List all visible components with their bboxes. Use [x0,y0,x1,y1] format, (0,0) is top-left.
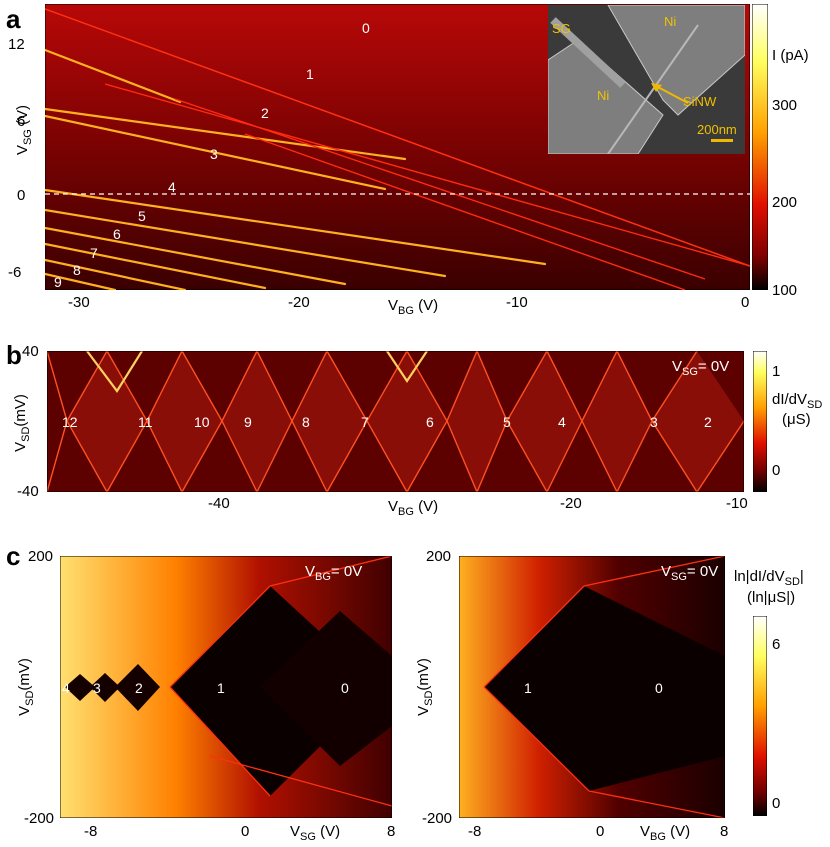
panel-a-xtick: -20 [288,294,310,311]
panel-c-left-ylabel: VSD(mV) [16,658,36,716]
panel-a-label: a [6,4,21,34]
panel-c-right-xtick: 0 [596,823,605,840]
panel-b-colorbar-tick: 1 [772,363,781,380]
panel-b-diamond-4: 4 [558,414,566,430]
panel-a-xtick: -30 [68,294,90,311]
panel-b-ytick: 40 [22,343,39,360]
panel-b-colorbar [753,351,767,492]
panel-a-state-7: 7 [90,245,98,261]
panel-c-left-diamond-3: 3 [93,680,101,696]
panel-c-left-xtick: 0 [241,823,250,840]
panel-c-left-xtick: -8 [84,823,98,840]
panel-a-xlabel: VBG (V) [388,297,439,317]
panel-c-colorbar [753,616,767,816]
panel-a-ytick: 0 [17,187,26,204]
panel-b-ytick: -40 [17,483,39,500]
inset-ni-top-label: Ni [664,14,677,29]
panel-b-xlabel: VBG (V) [388,498,439,518]
panel-a-state-2: 2 [261,105,269,121]
panel-b-diamond-3: 3 [650,414,658,430]
panel-c-left-ytick: 200 [28,548,54,565]
panel-a-xtick: 0 [741,294,750,311]
panel-c-right-diamond-1: 1 [524,680,532,696]
panel-c-left-plot [60,556,392,818]
panel-b-xtick: -20 [560,495,582,512]
panel-c-right-ytick: 200 [426,548,452,565]
panel-b-diamond-10: 10 [194,414,210,430]
panel-b-diamond-5: 5 [503,414,511,430]
panel-c-left-diamond-1: 1 [217,680,225,696]
panel-b-xtick: -10 [726,495,748,512]
panel-b-label: b [6,340,22,370]
panel-a-state-9: 9 [54,274,62,290]
panel-b-diamond-12: 12 [62,414,78,430]
inset-scale-label: 200nm [697,122,737,137]
panel-c-right-ylabel: VSD(mV) [415,658,435,716]
panel-a-colorbar-tick: 100 [772,282,798,299]
panel-c-right-xtick: 8 [720,823,729,840]
panel-a-colorbar-tick: 200 [772,194,798,211]
panel-a-ytick: -6 [8,264,22,281]
panel-b-diamond-8: 8 [302,414,310,430]
panel-b-annotation: VSG= 0V [672,358,730,378]
panel-a-state-1: 1 [306,66,314,82]
panel-a-colorbar-title: I (pA) [772,47,809,64]
panel-a-ytick: 12 [8,36,25,53]
panel-c-left-diamond-2: 2 [135,680,143,696]
panel-c-left-xtick: 8 [387,823,396,840]
panel-c-left-diamond-4: 4 [62,680,70,696]
panel-b-colorbar-tick: 0 [772,462,781,479]
panel-c-colorbar-tick: 0 [772,795,781,812]
panel-a-ylabel: VSG (V) [14,104,34,156]
inset-sg-label: SG [552,21,571,36]
panel-a-colorbar-tick: 300 [772,97,798,114]
panel-b-diamond-7: 7 [361,414,369,430]
panel-c-right-xlabel: VBG (V) [640,823,691,843]
panel-c-colorbar-unit: (ln|μS|) [747,589,796,606]
panel-a-state-6: 6 [113,226,121,242]
panel-b-ylabel: VSD(mV) [12,394,32,452]
panel-b-diamond-6: 6 [426,414,434,430]
panel-b-diamond-9: 9 [244,414,252,430]
panel-a-inset-sem-image [548,5,745,154]
panel-b-diamond-11: 11 [138,414,153,430]
panel-c-right-annotation: VSG= 0V [661,563,719,583]
panel-c-right-plot [459,556,725,818]
panel-a-state-3: 3 [210,146,218,162]
panel-c-left-diamond-0: 0 [341,680,349,696]
panel-c-label: c [6,541,21,571]
panel-b-plot [47,351,744,492]
panel-a-colorbar [752,4,768,290]
panel-c-left-xlabel: VSG (V) [290,823,341,843]
panel-c-left-annotation: VBG= 0V [305,563,363,583]
panel-a-state-5: 5 [138,208,146,224]
inset-sinw-label: SiNW [683,94,717,109]
panel-a-state-0: 0 [362,20,370,36]
panel-a-state-8: 8 [73,262,81,278]
panel-c-left-ytick: -200 [24,810,55,827]
panel-c-right-ytick: -200 [422,810,453,827]
panel-c-colorbar-tick: 6 [772,636,781,653]
panel-c-colorbar-title: ln|dI/dVSD| [734,568,804,588]
panel-c-right-xtick: -8 [468,823,482,840]
panel-c-right-diamond-0: 0 [655,680,663,696]
panel-a-xtick: -10 [506,294,528,311]
panel-a-ytick: 6 [17,113,26,130]
panel-b-diamond-2: 2 [704,414,712,430]
panel-a-state-4: 4 [168,179,176,195]
inset-ni-bottom-label: Ni [597,88,610,103]
panel-b-colorbar-title: dI/dVSD [772,391,823,411]
panel-b-colorbar-unit: (μS) [782,411,811,428]
panel-b-xtick: -40 [208,495,230,512]
